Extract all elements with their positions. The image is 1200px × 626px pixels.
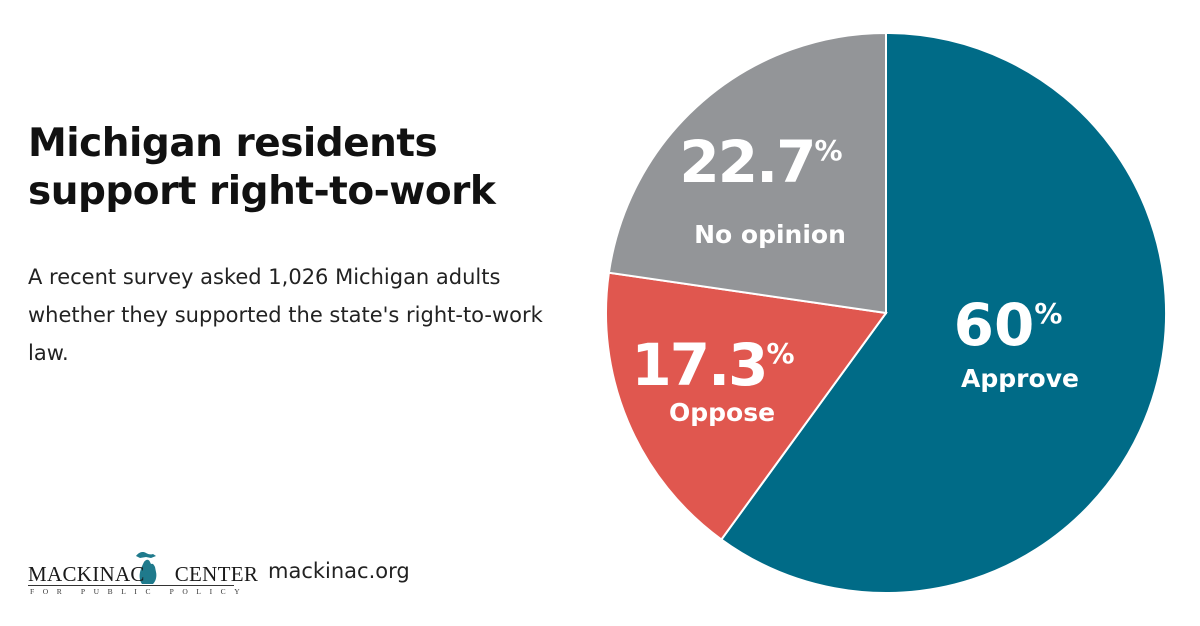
slice-no-opinion: [607, 31, 887, 315]
oppose-value: 17.3%: [631, 331, 794, 399]
chart-title: Michigan residents support right-to-work: [28, 120, 568, 216]
mackinac-center-logo[interactable]: MACKINAC CENTER FOR PUBLIC POLICY: [28, 550, 258, 596]
no-opinion-label: No opinion: [694, 220, 846, 249]
chart-subtitle: A recent survey asked 1,026 Michigan adu…: [28, 265, 543, 365]
title-line-1: Michigan residents: [28, 121, 438, 166]
approve-label: Approve: [961, 364, 1079, 393]
logo-divider: [28, 585, 234, 586]
title-line-2: support right-to-work: [28, 169, 496, 214]
approve-value: 60%: [954, 291, 1063, 359]
slice-approve: [720, 31, 1167, 594]
slice-oppose: [604, 271, 888, 541]
michigan-map-icon: [136, 552, 157, 584]
oppose-label: Oppose: [669, 398, 775, 427]
no-opinion-value: 22.7%: [679, 128, 842, 196]
website-link[interactable]: mackinac.org: [268, 559, 410, 583]
logo-wordmark: MACKINAC CENTER: [28, 562, 259, 586]
logo-tagline: FOR PUBLIC POLICY: [30, 587, 249, 596]
